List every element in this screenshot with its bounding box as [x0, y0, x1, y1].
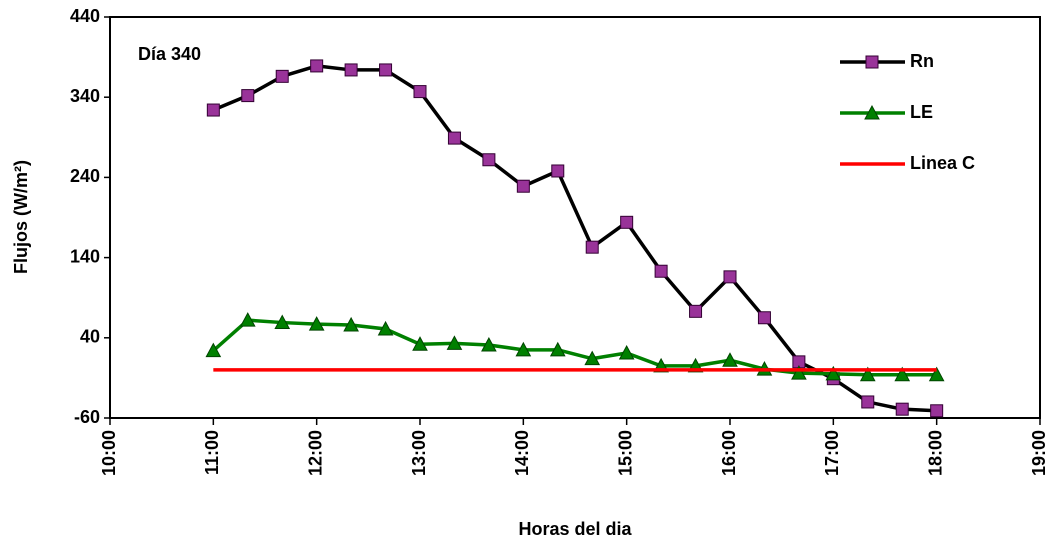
data-point	[859, 366, 876, 382]
data-point	[689, 304, 703, 318]
data-point	[516, 179, 530, 193]
data-point	[274, 314, 291, 330]
data-point	[413, 85, 427, 99]
y-tick-label: 140	[70, 246, 100, 266]
data-point	[412, 336, 428, 351]
x-tick-label: 10:00	[99, 430, 119, 476]
legend-label: Linea C	[910, 153, 975, 173]
x-axis-label: Horas del dia	[518, 519, 632, 539]
data-point	[481, 336, 497, 352]
data-point	[895, 402, 909, 416]
x-tick-label: 17:00	[822, 430, 842, 476]
data-point	[585, 240, 599, 254]
data-point	[757, 311, 771, 325]
data-point	[861, 395, 875, 409]
data-point	[723, 270, 737, 284]
legend-marker	[864, 104, 880, 120]
legend-label: Rn	[910, 51, 934, 71]
data-point	[239, 312, 256, 327]
y-tick-label: 240	[70, 166, 100, 186]
data-point	[343, 316, 359, 332]
x-tick-label: 15:00	[615, 430, 635, 476]
data-point	[206, 103, 220, 117]
data-point	[310, 59, 324, 73]
data-point	[308, 316, 325, 331]
plot-frame	[109, 16, 1041, 419]
x-tick-label: 19:00	[1029, 430, 1049, 476]
data-point	[205, 342, 222, 358]
x-tick-label: 13:00	[409, 430, 429, 476]
data-point	[584, 350, 601, 366]
data-point	[379, 63, 393, 77]
data-point	[482, 153, 496, 167]
data-point	[275, 69, 289, 83]
data-point	[515, 341, 532, 357]
y-axis-label: Flujos (W/m²)	[11, 160, 31, 274]
x-tick-label: 12:00	[305, 430, 325, 476]
series-line	[212, 64, 937, 413]
y-tick-label: 340	[70, 86, 100, 106]
y-tick-label: 40	[80, 327, 100, 347]
y-tick-label: -60	[74, 407, 100, 427]
data-point	[447, 131, 461, 145]
x-tick-label: 11:00	[202, 430, 222, 475]
data-point	[791, 365, 807, 380]
data-point	[377, 320, 394, 336]
data-point	[344, 63, 358, 77]
y-tick-label: 440	[70, 6, 100, 26]
data-point	[825, 365, 842, 381]
annotation: Día 340	[138, 44, 201, 64]
legend-marker	[865, 55, 879, 69]
data-point	[551, 164, 565, 178]
data-point	[894, 366, 911, 382]
data-point	[549, 341, 566, 357]
data-point	[654, 264, 668, 278]
data-point	[618, 344, 635, 360]
x-tick-label: 16:00	[719, 430, 739, 476]
x-tick-label: 18:00	[925, 430, 945, 476]
data-point	[928, 366, 945, 382]
data-point	[241, 89, 255, 103]
data-point	[930, 404, 944, 418]
x-tick-label: 14:00	[512, 430, 532, 476]
data-point	[620, 215, 634, 229]
legend-label: LE	[910, 102, 933, 122]
series-line	[212, 318, 937, 377]
data-point	[446, 335, 463, 350]
data-point	[722, 352, 738, 367]
